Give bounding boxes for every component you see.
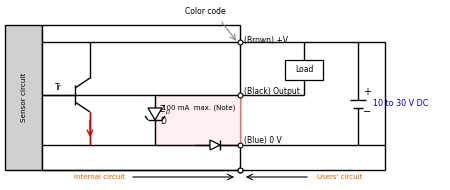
Polygon shape: [210, 140, 220, 150]
Text: Sensor circuit: Sensor circuit: [21, 72, 27, 122]
Text: Z: Z: [160, 105, 165, 115]
Text: (Black) Output: (Black) Output: [244, 86, 300, 96]
Text: Users' circuit: Users' circuit: [317, 174, 363, 180]
Text: 10 to 30 V DC: 10 to 30 V DC: [373, 98, 428, 108]
Text: D: D: [160, 116, 166, 126]
Text: Internal circuit: Internal circuit: [75, 174, 126, 180]
Text: −: −: [363, 107, 371, 117]
Text: +: +: [363, 87, 371, 97]
Text: Tr: Tr: [54, 82, 61, 92]
Polygon shape: [148, 108, 162, 120]
Bar: [155, 95, 240, 145]
Text: (Blue) 0 V: (Blue) 0 V: [244, 135, 282, 145]
Bar: [5, 25, 42, 170]
Text: (Brown) +V: (Brown) +V: [244, 36, 288, 44]
Text: Color code: Color code: [184, 7, 225, 17]
Text: D: D: [166, 109, 170, 115]
Bar: [285, 60, 323, 80]
Text: 100 mA  max. (Note): 100 mA max. (Note): [162, 105, 235, 111]
Text: Load: Load: [295, 66, 313, 74]
Bar: [42, 25, 240, 170]
